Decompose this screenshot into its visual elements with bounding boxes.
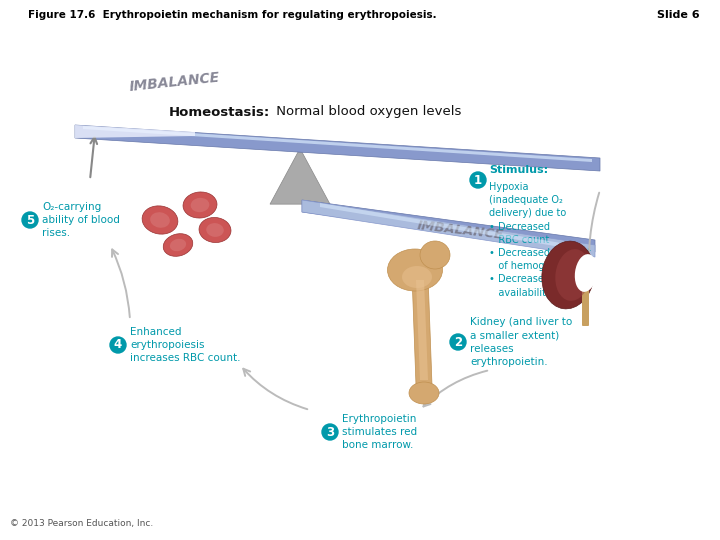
Ellipse shape — [199, 218, 231, 242]
Text: Figure 17.6  Erythropoietin mechanism for regulating erythropoiesis.: Figure 17.6 Erythropoietin mechanism for… — [28, 10, 436, 20]
Text: Stimulus:: Stimulus: — [489, 165, 548, 175]
FancyBboxPatch shape — [582, 289, 589, 326]
Ellipse shape — [575, 254, 597, 292]
Text: 4: 4 — [114, 339, 122, 352]
Text: 1: 1 — [474, 173, 482, 186]
Text: Normal blood oxygen levels: Normal blood oxygen levels — [272, 105, 462, 118]
Ellipse shape — [150, 212, 170, 228]
Circle shape — [22, 212, 38, 228]
Polygon shape — [302, 200, 595, 252]
Ellipse shape — [420, 241, 450, 269]
Text: Slide 6: Slide 6 — [657, 10, 700, 20]
Text: 5: 5 — [26, 213, 34, 226]
Polygon shape — [320, 203, 585, 251]
Circle shape — [450, 334, 466, 350]
Polygon shape — [75, 125, 195, 138]
Text: 3: 3 — [326, 426, 334, 438]
Circle shape — [322, 424, 338, 440]
Ellipse shape — [402, 266, 432, 288]
Text: © 2013 Pearson Education, Inc.: © 2013 Pearson Education, Inc. — [10, 519, 153, 528]
Ellipse shape — [163, 234, 193, 256]
Ellipse shape — [170, 239, 186, 251]
Text: Hypoxia
(inadequate O₂
delivery) due to
• Decreased
   RBC count
• Decreased amo: Hypoxia (inadequate O₂ delivery) due to … — [489, 182, 591, 298]
Polygon shape — [302, 200, 595, 257]
Polygon shape — [412, 275, 432, 385]
Text: O₂-carrying
ability of blood
rises.: O₂-carrying ability of blood rises. — [42, 202, 120, 238]
Ellipse shape — [542, 241, 594, 309]
Polygon shape — [270, 152, 330, 204]
Text: Erythropoietin
stimulates red
bone marrow.: Erythropoietin stimulates red bone marro… — [342, 414, 417, 450]
Ellipse shape — [142, 206, 178, 234]
Polygon shape — [83, 126, 592, 162]
Ellipse shape — [387, 249, 443, 291]
Circle shape — [470, 172, 486, 188]
Text: Enhanced
erythropoiesis
increases RBC count.: Enhanced erythropoiesis increases RBC co… — [130, 327, 240, 363]
Ellipse shape — [555, 249, 590, 301]
Text: IMBALANCE: IMBALANCE — [129, 70, 221, 94]
Polygon shape — [416, 280, 428, 380]
Ellipse shape — [409, 382, 439, 404]
Ellipse shape — [183, 192, 217, 218]
Text: 2: 2 — [454, 335, 462, 348]
Ellipse shape — [206, 223, 224, 237]
Ellipse shape — [191, 198, 210, 212]
Text: Kidney (and liver to
a smaller extent)
releases
erythropoietin.: Kidney (and liver to a smaller extent) r… — [470, 317, 572, 367]
Text: Homeostasis:: Homeostasis: — [168, 105, 270, 118]
Polygon shape — [75, 125, 600, 171]
Circle shape — [110, 337, 126, 353]
Text: IMBALANCE: IMBALANCE — [416, 219, 504, 241]
